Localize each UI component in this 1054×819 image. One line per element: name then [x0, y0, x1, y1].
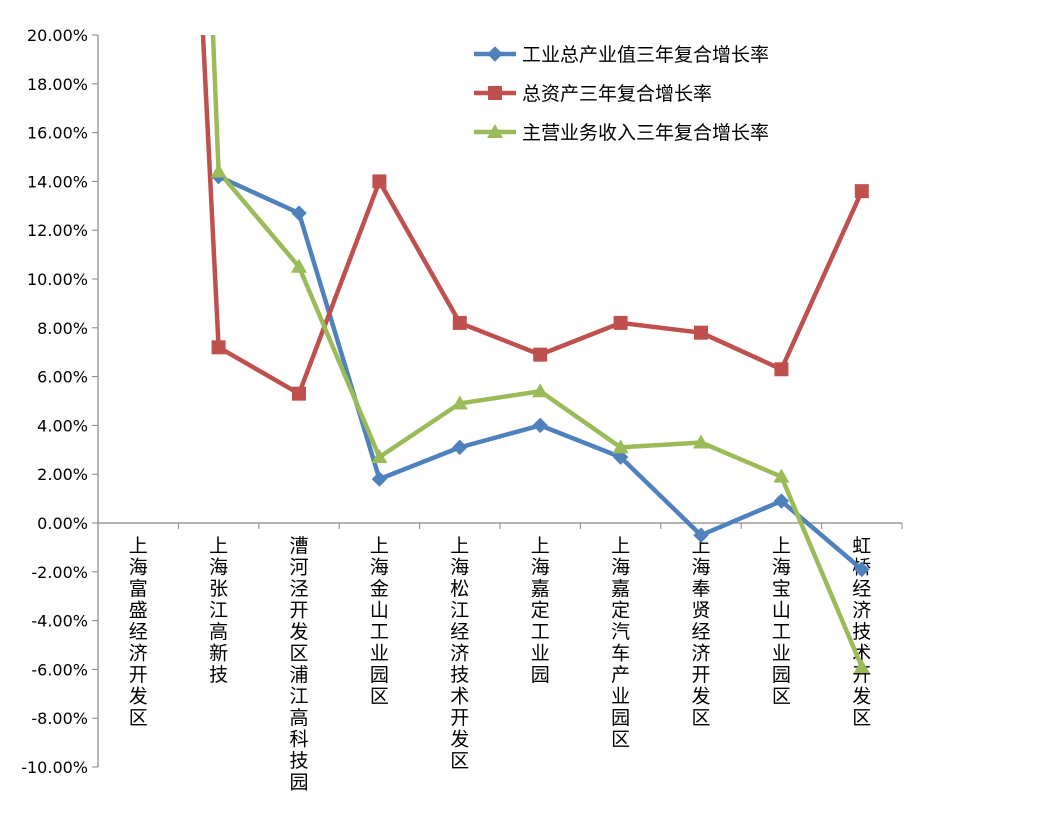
y-tick-label: -8.00% — [31, 709, 88, 728]
data-point — [853, 658, 870, 673]
x-tick-label: 上海奉贤经济开发区 — [691, 535, 710, 729]
data-point — [854, 561, 870, 578]
y-tick-label: -6.00% — [31, 660, 88, 679]
x-tick-label: 上海嘉定汽车产业园区 — [611, 535, 630, 751]
series-line — [216, 174, 865, 572]
data-point — [854, 184, 869, 199]
svg-text:上海松江经济技术开发区: 上海松江经济技术开发区 — [450, 535, 469, 772]
x-tick-label: 上海张江高新技 — [209, 535, 228, 686]
data-point — [291, 258, 307, 273]
y-tick-label: 16.00% — [27, 124, 88, 143]
x-tick-label: 漕河泾开发区浦江高科技园 — [289, 535, 308, 794]
data-point — [488, 86, 502, 100]
y-tick-label: 12.00% — [27, 221, 88, 240]
y-tick-label: 8.00% — [37, 319, 88, 338]
data-point — [612, 449, 629, 465]
legend-label: 工业总产业值三年复合增长率 — [522, 44, 769, 66]
x-tick-label: 上海嘉定工业园 — [531, 535, 550, 686]
x-tick-label: 上海金山工业园区 — [370, 535, 389, 708]
data-point — [371, 449, 388, 464]
svg-text:上海富盛经济开发区: 上海富盛经济开发区 — [129, 535, 148, 729]
data-point — [774, 362, 789, 377]
svg-text:上海金山工业园区: 上海金山工业园区 — [370, 535, 389, 708]
data-point — [291, 205, 307, 221]
svg-text:上海奉贤经济开发区: 上海奉贤经济开发区 — [691, 535, 710, 729]
data-point — [372, 174, 387, 189]
data-point — [452, 439, 468, 456]
data-point — [693, 527, 709, 543]
data-point — [532, 383, 549, 398]
data-point — [371, 471, 388, 487]
y-tick-label: 0.00% — [37, 514, 88, 533]
data-point — [451, 395, 468, 410]
data-point — [773, 493, 790, 509]
legend-item: 工业总产业值三年复合增长率 — [474, 44, 769, 66]
y-tick-label: -10.00% — [21, 758, 88, 777]
legend-item: 总资产三年复合增长率 — [474, 83, 712, 105]
data-point — [612, 439, 629, 454]
data-point — [452, 315, 467, 330]
data-point — [693, 434, 709, 449]
x-tick-label: 上海富盛经济开发区 — [129, 535, 148, 729]
legend-label: 总资产三年复合增长率 — [522, 83, 712, 105]
svg-text:上海嘉定工业园: 上海嘉定工业园 — [531, 535, 550, 686]
data-point — [773, 468, 790, 483]
y-tick-label: 4.00% — [37, 416, 88, 435]
data-point — [532, 417, 548, 434]
svg-text:上海宝山工业园区: 上海宝山工业园区 — [772, 535, 791, 708]
data-point — [211, 340, 226, 355]
markers-layer — [210, 163, 870, 673]
svg-text:虹桥经济技术开发区: 虹桥经济技术开发区 — [852, 535, 871, 729]
data-point — [613, 315, 628, 330]
data-point — [487, 46, 503, 62]
data-point — [292, 386, 306, 401]
x-tick-label: 虹桥经济技术开发区 — [852, 535, 871, 729]
y-tick-label: 10.00% — [27, 270, 88, 289]
x-tick-label: 上海松江经济技术开发区 — [450, 535, 469, 772]
data-point — [210, 163, 227, 178]
y-tick-label: 2.00% — [37, 465, 88, 484]
svg-text:上海张江高新技: 上海张江高新技 — [209, 535, 228, 686]
legend-item: 主营业务收入三年复合增长率 — [474, 122, 769, 144]
svg-text:上海嘉定汽车产业园区: 上海嘉定汽车产业园区 — [611, 535, 630, 751]
y-tick-label: 20.00% — [27, 26, 88, 45]
y-tick-label: 6.00% — [37, 368, 88, 387]
series-line — [200, 35, 865, 396]
series-line — [210, 35, 865, 670]
x-tick-label: 上海宝山工业园区 — [772, 535, 791, 708]
y-tick-label: -2.00% — [31, 563, 88, 582]
svg-text:漕河泾开发区浦江高科技园: 漕河泾开发区浦江高科技园 — [289, 535, 308, 794]
data-point — [487, 124, 503, 138]
y-tick-label: 14.00% — [27, 172, 88, 191]
data-point — [533, 347, 548, 362]
y-tick-label: -4.00% — [31, 612, 88, 631]
data-point — [694, 325, 708, 340]
y-tick-label: 18.00% — [27, 75, 88, 94]
axes: 20.00% 18.00% 16.00% 14.00% 12.00% 10.00% 8.00… — [21, 26, 903, 794]
legend-label: 主营业务收入三年复合增长率 — [522, 122, 769, 144]
